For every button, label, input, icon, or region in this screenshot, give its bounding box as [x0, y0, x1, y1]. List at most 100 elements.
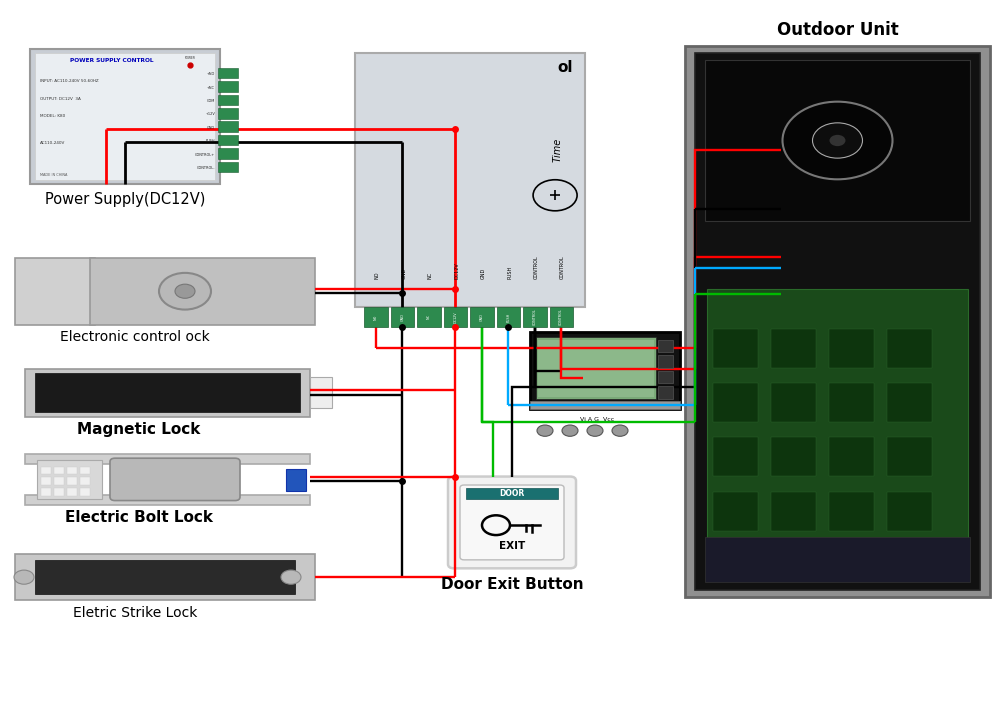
Text: Eletric Strike Lock: Eletric Strike Lock	[73, 606, 197, 620]
Text: PUSH: PUSH	[506, 312, 510, 322]
Circle shape	[782, 102, 893, 179]
Bar	[496, 307, 520, 327]
Bar	[390, 307, 414, 327]
Text: POWER: POWER	[185, 56, 195, 61]
Circle shape	[812, 123, 862, 158]
FancyBboxPatch shape	[110, 458, 240, 501]
Bar	[466, 488, 558, 499]
Bar	[530, 332, 680, 409]
Bar	[80, 488, 90, 496]
Circle shape	[587, 425, 603, 436]
Text: DOOR: DOOR	[499, 489, 525, 498]
Bar	[771, 329, 816, 368]
FancyBboxPatch shape	[448, 477, 576, 568]
Bar	[658, 386, 673, 399]
Bar	[695, 53, 980, 590]
Bar	[15, 554, 315, 600]
Bar	[54, 477, 64, 485]
Text: +NC: +NC	[207, 85, 215, 90]
Bar	[713, 329, 758, 368]
Bar	[90, 258, 315, 325]
Circle shape	[14, 570, 34, 585]
Bar	[286, 469, 306, 491]
Bar	[41, 477, 51, 485]
Text: INPUT: AC110-240V 50-60HZ: INPUT: AC110-240V 50-60HZ	[40, 79, 99, 83]
Circle shape	[829, 135, 846, 146]
Circle shape	[175, 284, 195, 298]
Text: +12V: +12V	[205, 112, 215, 116]
Bar	[707, 289, 968, 542]
Text: GND: GND	[481, 268, 486, 279]
Bar	[364, 307, 388, 327]
Text: AC110-240V: AC110-240V	[40, 141, 65, 145]
Text: CONTROL: CONTROL	[560, 255, 565, 279]
FancyBboxPatch shape	[460, 485, 564, 560]
Bar	[67, 477, 77, 485]
Bar	[25, 495, 310, 505]
Bar	[444, 307, 467, 327]
Bar	[67, 488, 77, 496]
Text: Vi A G  Vcc: Vi A G Vcc	[580, 417, 615, 421]
Text: MODEL: K80: MODEL: K80	[40, 114, 65, 119]
Bar	[829, 383, 874, 422]
Bar	[218, 162, 238, 172]
Text: Electric Bolt Lock: Electric Bolt Lock	[65, 510, 213, 525]
Bar	[771, 438, 816, 477]
Bar	[35, 53, 215, 180]
Bar	[470, 307, 494, 327]
Circle shape	[562, 425, 578, 436]
Bar	[829, 438, 874, 477]
Text: MADE IN CHINA: MADE IN CHINA	[40, 172, 67, 176]
Text: +NO: +NO	[207, 72, 215, 76]
Bar	[80, 467, 90, 474]
Circle shape	[159, 273, 211, 309]
Bar	[218, 135, 238, 145]
Bar	[713, 438, 758, 477]
Bar	[25, 369, 310, 417]
Text: DC12V: DC12V	[454, 262, 459, 279]
Text: EXIT: EXIT	[499, 542, 525, 551]
Bar	[658, 355, 673, 368]
Bar	[523, 307, 546, 327]
Bar	[218, 68, 238, 78]
Bar	[54, 488, 64, 496]
Bar	[41, 488, 51, 496]
Text: Magnetic Lock: Magnetic Lock	[77, 422, 201, 437]
Bar	[218, 121, 238, 132]
Bar	[887, 329, 932, 368]
Bar	[705, 60, 970, 221]
Text: PUSH: PUSH	[507, 265, 512, 279]
Text: GND: GND	[400, 313, 404, 321]
Bar	[41, 467, 51, 474]
Text: GND: GND	[401, 268, 406, 279]
Bar	[15, 258, 95, 325]
Bar	[530, 401, 680, 409]
Text: GND: GND	[207, 126, 215, 130]
Bar	[67, 467, 77, 474]
Bar	[713, 492, 758, 531]
Text: CONTROL: CONTROL	[533, 309, 537, 325]
Bar	[771, 492, 816, 531]
Bar	[218, 108, 238, 119]
Bar	[37, 460, 102, 499]
Text: CONTROL+: CONTROL+	[195, 152, 215, 157]
Bar	[658, 371, 673, 383]
Text: Time: Time	[552, 138, 562, 162]
Text: NC: NC	[427, 314, 431, 320]
Bar	[35, 373, 300, 412]
Text: CONTROL-: CONTROL-	[196, 166, 215, 170]
Bar	[829, 329, 874, 368]
Text: Door Exit Button: Door Exit Button	[441, 577, 583, 592]
Circle shape	[281, 570, 301, 585]
Text: OUTPUT: DC12V  3A: OUTPUT: DC12V 3A	[40, 97, 81, 101]
Bar	[887, 492, 932, 531]
Text: NO: NO	[375, 271, 380, 279]
Bar	[355, 53, 585, 307]
Bar	[685, 46, 990, 597]
Bar	[54, 467, 64, 474]
Bar	[658, 340, 673, 352]
Text: PUSH: PUSH	[206, 139, 215, 143]
Text: ol: ol	[558, 60, 573, 75]
Bar	[538, 340, 654, 397]
Bar	[80, 477, 90, 485]
